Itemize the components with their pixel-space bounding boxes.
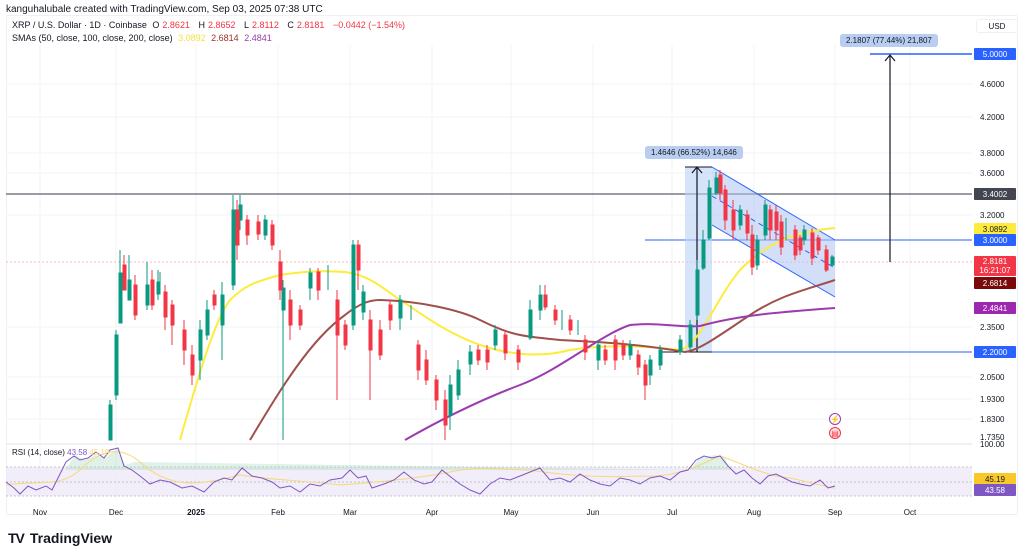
price-tick: 4.6000 bbox=[980, 80, 1005, 89]
tradingview-logo-icon: TV bbox=[8, 530, 25, 546]
price-tick: 1.7350 bbox=[980, 433, 1005, 442]
arrow-head-2 bbox=[884, 54, 896, 62]
candlesticks[interactable] bbox=[108, 170, 835, 441]
symbol-title[interactable]: XRP / U.S. Dollar · 1D · Coinbase bbox=[12, 20, 147, 30]
bar-countdown: 16:21:07 bbox=[979, 266, 1011, 275]
sma-label: SMAs (50, close, 100, close, 200, close) bbox=[12, 33, 173, 43]
level-3-price-tag: 3.0000 bbox=[974, 234, 1016, 246]
rsi-label: RSI (14, close) bbox=[12, 448, 65, 457]
sma-legend[interactable]: SMAs (50, close, 100, close, 200, close)… bbox=[12, 32, 408, 45]
time-tick: Jul bbox=[666, 508, 678, 517]
price-tick: 3.8000 bbox=[980, 149, 1005, 158]
rsi-value-tag: 43.58 bbox=[974, 484, 1016, 496]
grid bbox=[6, 45, 972, 500]
ohlc-open: O 2.8621 bbox=[152, 20, 190, 30]
rsi-top-tick: 100.00 bbox=[980, 440, 1005, 449]
time-tick: Sep bbox=[827, 508, 843, 517]
measure-tooltip-2[interactable]: 2.1807 (77.44%) 21,807 bbox=[840, 34, 938, 47]
brand-name: TradingView bbox=[29, 530, 113, 546]
last-price-tag: 2.8181 16:21:07 bbox=[974, 256, 1016, 276]
ohlc-low: L 2.8112 bbox=[244, 20, 279, 30]
rsi-legend-value: 43.58 bbox=[67, 448, 88, 457]
rsi-ma-tag: 45.19 bbox=[974, 473, 1016, 485]
tradingview-brand[interactable]: TV TradingView bbox=[8, 530, 112, 546]
rsi-legend-ma: 45.19 bbox=[89, 448, 110, 457]
ohlc-high: H 2.8652 bbox=[198, 20, 236, 30]
time-tick: Feb bbox=[271, 508, 285, 517]
rsi-panel[interactable] bbox=[5, 443, 972, 497]
price-tick: 3.6000 bbox=[980, 169, 1005, 178]
price-tick: 1.8300 bbox=[980, 415, 1005, 424]
time-tick: Mar bbox=[343, 508, 357, 517]
time-tick: Aug bbox=[746, 508, 762, 517]
ohlc-close: C 2.8181 bbox=[287, 20, 325, 30]
time-tick: Jun bbox=[586, 508, 600, 517]
sma50-value: 3.0892 bbox=[178, 33, 206, 43]
measure-tooltip-1[interactable]: 1.4646 (66.52%) 14,646 bbox=[645, 146, 743, 159]
descending-channel[interactable] bbox=[712, 167, 835, 297]
sma100-value: 2.6814 bbox=[211, 33, 239, 43]
price-tick: 1.9300 bbox=[980, 395, 1005, 404]
sma100-price-tag: 2.6814 bbox=[974, 277, 1016, 289]
price-tick: 2.0500 bbox=[980, 373, 1005, 382]
chart-frame bbox=[6, 15, 1018, 515]
ohlc-change: −0.0442 (−1.54%) bbox=[332, 20, 406, 30]
resistance-price-tag: 3.4002 bbox=[974, 188, 1016, 200]
sma200-value: 2.4841 bbox=[244, 33, 272, 43]
time-tick: Oct bbox=[903, 508, 917, 517]
currency-label[interactable]: USD bbox=[976, 19, 1018, 33]
sma200-line[interactable] bbox=[404, 307, 836, 441]
time-tick: Dec bbox=[108, 508, 124, 517]
time-tick: Nov bbox=[32, 508, 48, 517]
last-price-value: 2.8181 bbox=[982, 257, 1008, 266]
chart-legend: XRP / U.S. Dollar · 1D · Coinbase O 2.862… bbox=[12, 19, 408, 45]
sma50-price-tag: 3.0892 bbox=[974, 223, 1016, 235]
lightning-event-icon[interactable]: ⚡ bbox=[829, 413, 841, 425]
rsi-legend[interactable]: RSI (14, close) 43.58 45.19 bbox=[12, 448, 109, 457]
sma200-price-tag: 2.4841 bbox=[974, 302, 1016, 314]
price-tick: 3.2000 bbox=[980, 211, 1005, 220]
price-tick: 4.2000 bbox=[980, 113, 1005, 122]
symbol-legend[interactable]: XRP / U.S. Dollar · 1D · Coinbase O 2.862… bbox=[12, 19, 408, 32]
rsi-line bbox=[5, 447, 836, 495]
time-tick: Apr bbox=[425, 508, 439, 517]
sma100-line[interactable] bbox=[249, 279, 836, 441]
target-price-tag: 5.0000 bbox=[974, 48, 1016, 60]
support-price-tag: 2.2000 bbox=[974, 346, 1016, 358]
time-tick-year: 2025 bbox=[187, 508, 205, 517]
time-tick: May bbox=[503, 508, 519, 517]
sma50-line[interactable] bbox=[179, 227, 836, 441]
us-flag-event-icon[interactable]: ▤ bbox=[829, 427, 841, 439]
price-tick: 2.3500 bbox=[980, 323, 1005, 332]
chart-credit: kanguhalubale created with TradingView.c… bbox=[6, 4, 323, 15]
